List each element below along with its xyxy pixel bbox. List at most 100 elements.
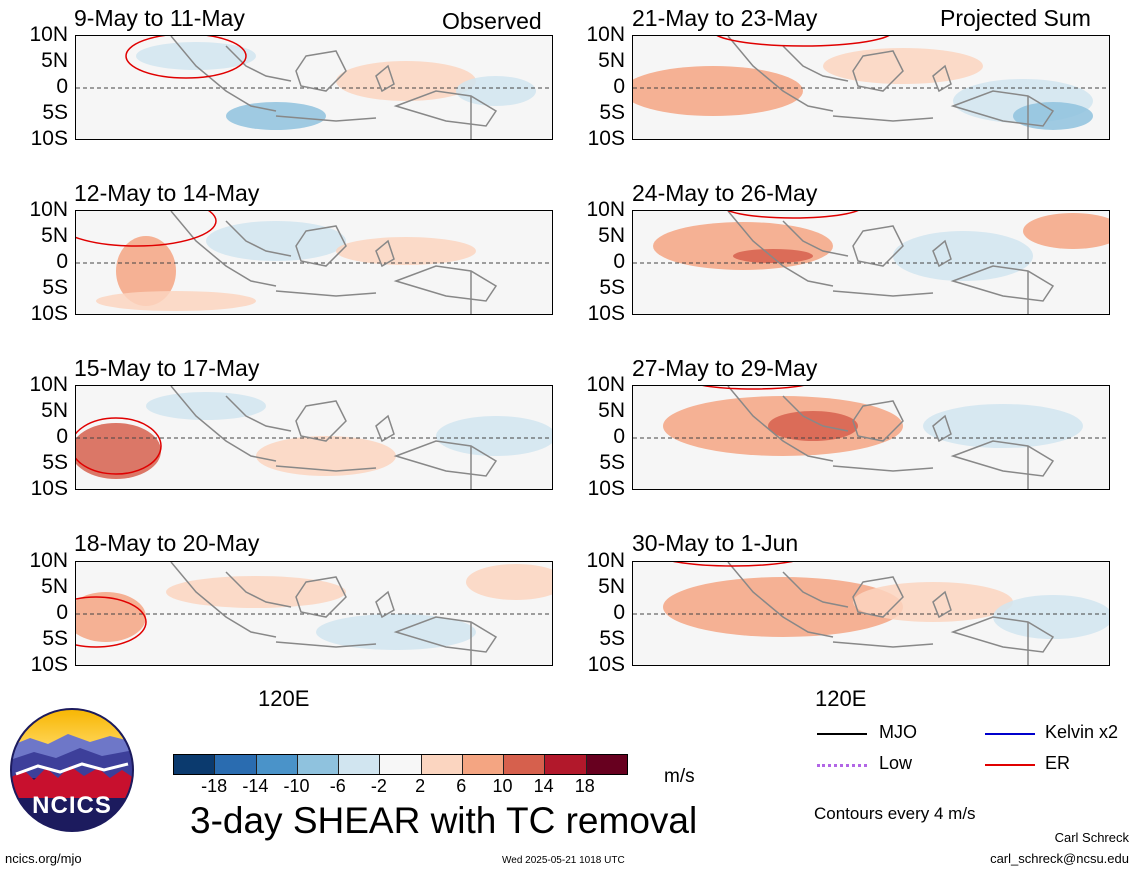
coastline — [832, 641, 934, 648]
latitude-label: 0 — [56, 425, 68, 448]
shear-anomaly-region — [76, 423, 161, 479]
er-contour — [672, 562, 794, 567]
latitude-label: 10S — [30, 127, 68, 150]
coastline — [727, 36, 834, 112]
latitude-label: 10N — [29, 373, 68, 396]
latitude-label: 5S — [42, 627, 68, 650]
latitude-label: 5S — [42, 451, 68, 474]
latitude-label: 10S — [587, 477, 625, 500]
latitude-label: 0 — [56, 601, 68, 624]
coastline — [727, 211, 834, 287]
colorbar-swatch — [380, 755, 422, 774]
latitude-label: 0 — [613, 425, 625, 448]
latitude-label: 5N — [41, 399, 68, 422]
coastline — [170, 562, 277, 638]
panel-title: 27-May to 29-May — [632, 355, 818, 381]
coastline — [950, 265, 1055, 302]
coastline — [782, 220, 849, 257]
er-contour — [125, 36, 247, 79]
shear-anomaly-region — [893, 231, 1033, 281]
colorbar-swatch — [215, 755, 257, 774]
shear-anomaly-region — [336, 61, 476, 101]
legend-kelvin-line — [985, 733, 1035, 735]
shear-anomaly-region — [768, 411, 858, 441]
er-contour — [76, 211, 217, 247]
coastline — [275, 115, 377, 122]
er-contour — [716, 36, 890, 47]
shear-anomaly-region — [1013, 102, 1093, 130]
coastline — [950, 440, 1055, 477]
shear-anomaly-region — [733, 249, 813, 263]
colorbar-tick-label: -14 — [242, 776, 269, 796]
latitude-label: 10N — [586, 549, 625, 572]
coastline — [832, 465, 934, 472]
coastline — [852, 225, 904, 267]
coastline — [375, 590, 395, 619]
latitude-label: 0 — [56, 250, 68, 273]
colorbar-tick-label: -2 — [370, 776, 387, 796]
coastline — [275, 465, 377, 472]
panel-title: 24-May to 26-May — [632, 180, 818, 206]
colorbar — [173, 754, 628, 775]
legend-low-line — [817, 764, 867, 767]
legend-mjo-label: MJO — [879, 722, 917, 742]
map-plot — [632, 35, 1110, 140]
colorbar-swatch — [462, 755, 505, 774]
coastline — [782, 45, 849, 82]
timestamp: Wed 2025-05-21 1018 UTC — [502, 855, 625, 866]
shear-anomaly-region — [633, 66, 803, 116]
colorbar-swatch — [339, 755, 381, 774]
colorbar-tick-label: 6 — [456, 776, 467, 796]
er-contour — [76, 596, 147, 648]
shear-anomaly-region — [663, 577, 903, 637]
panel-tag: Projected Sum — [940, 5, 1091, 31]
latitude-label: 10N — [586, 23, 625, 46]
shear-map — [76, 211, 552, 314]
shear-map — [633, 386, 1109, 489]
author-email[interactable]: carl_schreck@ncsu.edu — [990, 851, 1129, 866]
map-plot — [75, 35, 553, 140]
site-url[interactable]: ncics.org/mjo — [5, 851, 82, 866]
shear-map — [76, 36, 552, 139]
colorbar-swatch — [504, 755, 546, 774]
coastline — [727, 386, 834, 462]
latitude-label: 5S — [599, 101, 625, 124]
coastline — [393, 616, 498, 653]
coastline — [375, 414, 395, 443]
latitude-label: 10N — [29, 23, 68, 46]
latitude-label: 0 — [613, 75, 625, 98]
colorbar-tick-label: 2 — [415, 776, 426, 796]
latitude-label: 10N — [29, 198, 68, 221]
latitude-label: 10S — [587, 653, 625, 676]
map-plot — [632, 385, 1110, 490]
legend-low-label: Low — [879, 753, 913, 773]
er-contour — [702, 386, 804, 390]
coastline — [393, 265, 498, 302]
shear-anomaly-region — [1023, 213, 1109, 249]
shear-anomaly-region — [256, 436, 396, 476]
shear-anomaly-region — [993, 595, 1109, 639]
coastline — [832, 290, 934, 297]
coastline — [932, 414, 952, 443]
coastline — [727, 562, 834, 638]
latitude-label: 5S — [599, 451, 625, 474]
latitude-label: 5N — [598, 575, 625, 598]
x-tick-label-right: 120E — [815, 686, 867, 711]
colorbar-tick-label: -10 — [283, 776, 310, 796]
map-plot — [632, 210, 1110, 315]
coastline — [375, 64, 395, 93]
panel-title: 15-May to 17-May — [74, 355, 260, 381]
colorbar-swatch — [545, 755, 587, 774]
latitude-label: 0 — [56, 75, 68, 98]
shear-map — [76, 562, 552, 665]
x-tick-label-left: 120E — [258, 686, 310, 711]
main-title: 3-day SHEAR with TC removal — [190, 800, 698, 841]
map-plot — [632, 561, 1110, 666]
coastline — [393, 440, 498, 477]
latitude-label: 5N — [41, 575, 68, 598]
shear-anomaly-region — [206, 221, 346, 261]
latitude-label: 5N — [41, 224, 68, 247]
shear-anomaly-region — [96, 291, 256, 311]
coastline — [782, 395, 849, 432]
colorbar-tick-label: 10 — [492, 776, 513, 796]
